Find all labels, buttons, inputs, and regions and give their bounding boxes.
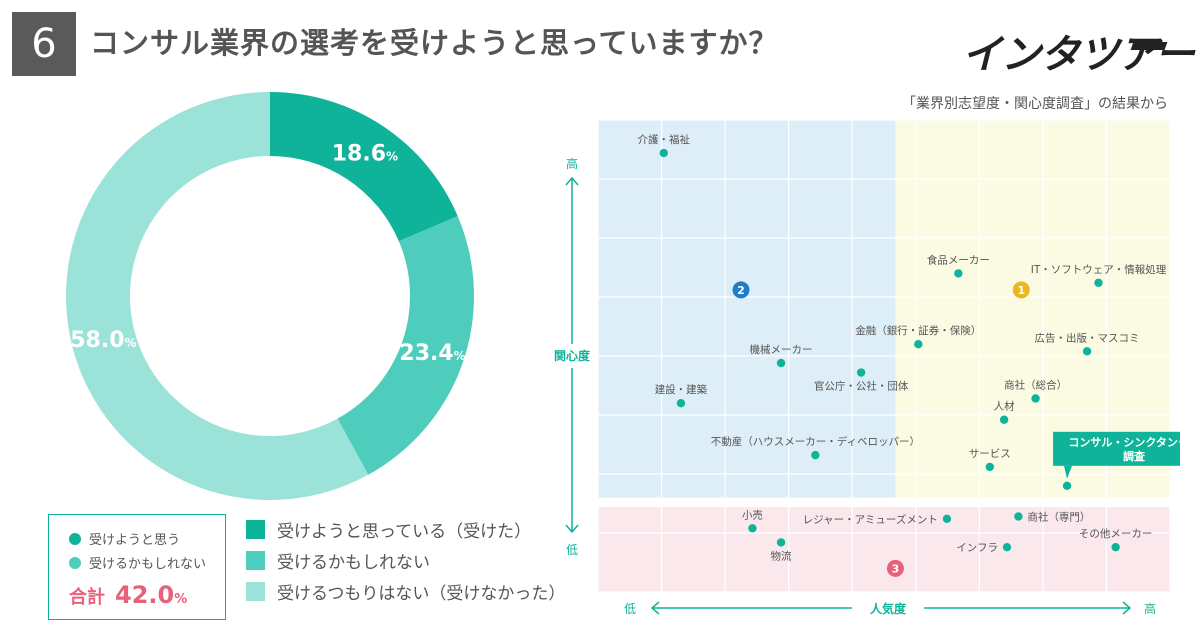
data-point bbox=[811, 450, 820, 460]
x-axis-high-label: 高 bbox=[1144, 601, 1156, 616]
data-point bbox=[1014, 512, 1023, 521]
point-label: インフラ bbox=[956, 542, 998, 554]
data-point bbox=[914, 340, 923, 349]
summary-item-label: 受けるかもしれない bbox=[89, 557, 207, 572]
data-point bbox=[856, 368, 866, 377]
source-note: 「業界別志望度・関心度調査」の結果から bbox=[902, 96, 1168, 112]
legend-item: 受けるつもりはない（受けなかった） bbox=[246, 580, 566, 604]
point-label: その他メーカー bbox=[1079, 527, 1153, 540]
callout-label: コンサル・シンクタンク・ bbox=[1068, 436, 1180, 449]
point-label: 商社（専門） bbox=[1027, 510, 1090, 523]
data-point bbox=[954, 269, 963, 278]
donut-legend: 受けようと思っている（受けた） 受けるかもしれない 受けるつもりはない（受けなか… bbox=[246, 518, 565, 611]
legend-swatch bbox=[246, 520, 265, 539]
zone-badge-number: 1 bbox=[1017, 284, 1025, 297]
y-axis-title: 関心度 bbox=[554, 348, 591, 363]
zone-badge bbox=[732, 281, 750, 299]
zone-pink bbox=[598, 507, 1170, 592]
donut-chart: 18.6%23.4%58.0% bbox=[66, 92, 474, 500]
callout-label: 調査 bbox=[1123, 449, 1145, 463]
slice-label: 58.0% bbox=[70, 328, 136, 353]
page-title: コンサル業界の選考を受けようと思っていますか？ bbox=[90, 26, 779, 60]
point-label: 機械メーカー bbox=[750, 343, 813, 356]
x-axis-title: 人気度 bbox=[870, 601, 907, 616]
total-unit: % bbox=[174, 592, 188, 607]
question-number: 6 bbox=[12, 12, 76, 76]
summary-box: 受けようと思う 受けるかもしれない 合計 42.0% bbox=[48, 514, 226, 620]
data-point bbox=[776, 538, 786, 547]
logo-underline bbox=[1130, 42, 1168, 50]
x-axis-arrow-right-icon bbox=[1122, 601, 1132, 615]
slice-label: 23.4% bbox=[399, 341, 465, 366]
zone-blue bbox=[598, 120, 896, 498]
donut-slice bbox=[270, 92, 458, 242]
data-point bbox=[942, 514, 952, 524]
donut-slice bbox=[337, 216, 474, 475]
zone-badge-number: 3 bbox=[892, 562, 900, 575]
legend-label: 受けるかもしれない bbox=[277, 553, 430, 573]
data-point bbox=[659, 148, 668, 158]
slice-label: 18.6% bbox=[332, 142, 398, 167]
summary-item-might-apply: 受けるかもしれない bbox=[69, 553, 206, 572]
data-point bbox=[985, 462, 995, 472]
slice-value: 18.6 bbox=[332, 142, 386, 167]
point-label: 介護・福祉 bbox=[638, 133, 691, 146]
callout-box bbox=[1053, 431, 1180, 466]
data-point bbox=[676, 399, 686, 408]
point-label: 建設・建築 bbox=[655, 383, 708, 396]
legend-label: 受けるつもりはない（受けなかった） bbox=[277, 584, 566, 604]
point-label: サービス bbox=[969, 448, 1011, 460]
summary-item-will-apply: 受けようと思う bbox=[69, 529, 180, 548]
total-value: 42.0 bbox=[115, 581, 175, 609]
point-label: 食品メーカー bbox=[927, 253, 990, 266]
point-label: 商社（総合） bbox=[1004, 378, 1067, 391]
data-point bbox=[748, 524, 757, 533]
summary-total: 合計 42.0% bbox=[69, 581, 187, 609]
data-point bbox=[1111, 542, 1120, 552]
zone-badge bbox=[1012, 281, 1030, 299]
brand-logo: インタツアー bbox=[962, 32, 1195, 78]
slice-unit: % bbox=[386, 150, 398, 164]
y-axis-arrow-up-icon bbox=[565, 176, 579, 186]
slice-value: 58.0 bbox=[70, 328, 124, 353]
point-label: 官公庁・公社・団体 bbox=[814, 380, 909, 393]
point-label: 人材 bbox=[994, 400, 1015, 413]
data-point bbox=[1002, 542, 1012, 552]
legend-swatch bbox=[246, 551, 265, 570]
zone-badge-number: 2 bbox=[737, 284, 745, 297]
y-axis-low-label: 低 bbox=[566, 543, 578, 557]
point-label: 広告・出版・マスコミ bbox=[1035, 331, 1140, 344]
point-label: 金融（銀行・証券・保険） bbox=[855, 324, 981, 337]
slice-unit: % bbox=[125, 336, 137, 350]
data-point bbox=[1031, 394, 1040, 403]
callout-pointer bbox=[1064, 465, 1073, 479]
y-axis-arrow-down-icon bbox=[565, 524, 579, 534]
point-label: IT・ソフトウェア・情報処理 bbox=[1031, 263, 1167, 276]
dark-dot-icon bbox=[69, 532, 81, 545]
zone-badge bbox=[886, 559, 904, 577]
point-label: レジャー・アミューズメント bbox=[803, 513, 938, 526]
legend-item: 受けようと思っている（受けた） bbox=[246, 518, 565, 542]
data-point bbox=[999, 415, 1009, 424]
point-label: 小売 bbox=[742, 508, 763, 521]
x-axis-low-label: 低 bbox=[624, 602, 636, 616]
data-point bbox=[776, 358, 786, 368]
legend-label: 受けようと思っている（受けた） bbox=[277, 522, 532, 542]
total-label: 合計 bbox=[69, 587, 105, 608]
data-point bbox=[1062, 481, 1072, 490]
legend-item: 受けるかもしれない bbox=[246, 549, 565, 573]
slice-unit: % bbox=[454, 349, 466, 363]
data-point bbox=[1094, 278, 1103, 288]
y-axis-high-label: 高 bbox=[566, 156, 578, 171]
legend-swatch bbox=[246, 582, 265, 601]
x-axis-arrow-left-icon bbox=[650, 601, 660, 615]
data-point bbox=[1082, 347, 1092, 356]
donut-slice bbox=[66, 92, 369, 500]
summary-item-label: 受けようと思う bbox=[89, 533, 181, 548]
mid-dot-icon bbox=[69, 556, 81, 569]
point-label: 不動産（ハウスメーカー・ディベロッパー） bbox=[711, 435, 920, 448]
slice-value: 23.4 bbox=[399, 341, 453, 366]
point-label: 物流 bbox=[771, 549, 792, 562]
